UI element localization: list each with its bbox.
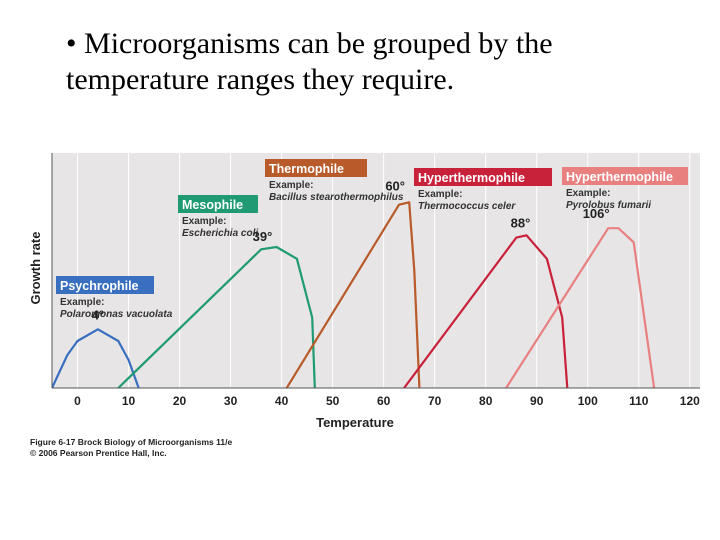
x-tick-label: 0: [74, 394, 81, 408]
series-name: Hyperthermophile: [566, 170, 673, 184]
caption-line-2: © 2006 Pearson Prentice Hall, Inc.: [30, 448, 167, 458]
series-example-label: Example:: [566, 188, 610, 199]
series-line-5: [505, 227, 656, 388]
series-label-box: [265, 159, 367, 177]
x-tick-label: 10: [122, 394, 136, 408]
x-tick-label: 100: [578, 394, 598, 408]
series-name: Hyperthermophile: [418, 171, 525, 185]
series-label-box: [562, 167, 688, 185]
series-name: Psychrophile: [60, 279, 139, 293]
series-line-2: [117, 245, 316, 388]
x-tick-label: 80: [479, 394, 493, 408]
bullet-glyph: •: [66, 27, 77, 60]
x-tick-label: 40: [275, 394, 289, 408]
caption-line-1: Figure 6-17 Brock Biology of Microorgani…: [30, 437, 233, 447]
series-example-label: Example:: [269, 180, 313, 191]
series-example-label: Example:: [418, 189, 462, 200]
x-tick-label: 120: [680, 394, 700, 408]
series-name: Mesophile: [182, 198, 243, 212]
series-example: Escherichia coli: [182, 228, 258, 239]
series-example-label: Example:: [60, 297, 104, 308]
y-axis-label: Growth rate: [28, 232, 43, 305]
heading-line-2: temperature ranges they require.: [66, 63, 455, 96]
heading-text-1: Microorganisms can be grouped by the: [84, 27, 553, 60]
figure-caption: Figure 6-17 Brock Biology of Microorgani…: [30, 437, 232, 459]
x-tick-label: 20: [173, 394, 187, 408]
series-line-1: [52, 328, 140, 388]
x-tick-label: 110: [629, 394, 649, 408]
series-optimum-label: 4°: [92, 307, 104, 322]
series-line-4: [403, 234, 569, 388]
series-curves: [52, 201, 656, 388]
x-tick-label: 60: [377, 394, 391, 408]
series-optimum-label: 106°: [583, 206, 610, 221]
series-optimum-label: 60°: [385, 178, 405, 193]
series-label-box: [414, 168, 552, 186]
grid-lines: [77, 153, 691, 388]
series-example: Polaromonas vacuolata: [60, 309, 173, 320]
heading-line-1: • Microorganisms can be grouped by the: [66, 26, 706, 62]
x-tick-label: 70: [428, 394, 442, 408]
series-example: Bacillus stearothermophilus: [269, 192, 404, 203]
series-example-label: Example:: [182, 216, 226, 227]
series-example: Thermococcus celer: [418, 201, 516, 212]
series-label-box: [178, 195, 258, 213]
series-optimum-label: 39°: [253, 229, 273, 244]
x-tick-label: 50: [326, 394, 340, 408]
series-optimum-label: 88°: [511, 215, 531, 230]
series-line-3: [285, 201, 421, 388]
x-tick-labels: 0 10 20 30 40 50 60 70 80 90 100 110 120: [74, 394, 700, 408]
x-axis-label: Temperature: [316, 415, 394, 430]
series-name: Thermophile: [269, 162, 344, 176]
slide-heading: • Microorganisms can be grouped by the t…: [66, 26, 706, 98]
series-label-box: [56, 276, 154, 294]
series-example: Pyrolobus fumarii: [566, 200, 651, 211]
x-tick-label: 30: [224, 394, 238, 408]
x-tick-label: 90: [530, 394, 544, 408]
